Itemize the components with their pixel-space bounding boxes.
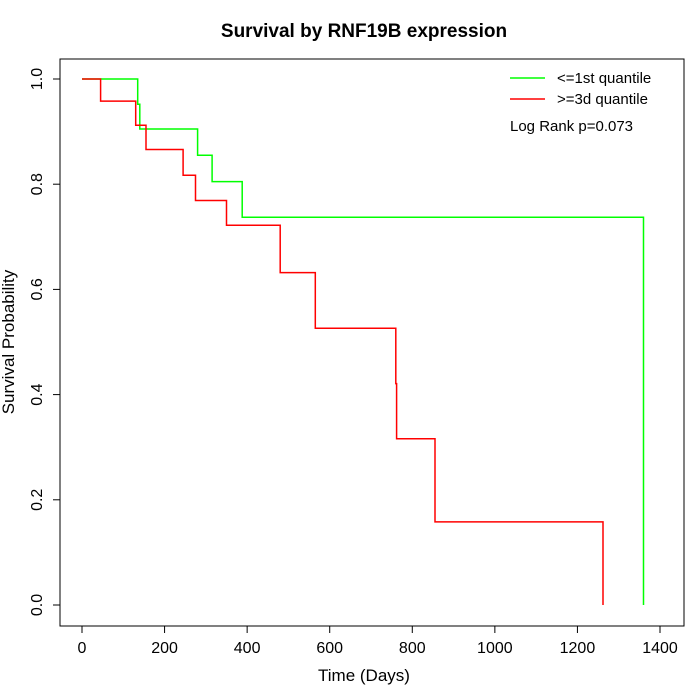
survival-curve-series-2 [82,78,604,605]
y-tick-label: 1.0 [29,68,46,90]
y-tick-label: 0.4 [29,383,46,405]
log-rank-annotation: Log Rank p=0.073 [510,118,633,135]
x-axis-label: Time (Days) [318,666,410,685]
y-tick-label: 0.6 [29,278,46,300]
y-axis: 0.0 0.2 0.4 0.6 0.8 1.0 [29,68,61,616]
legend: <=1st quantile >=3d quantile [510,70,651,108]
x-axis: 0 200 400 600 800 1000 1200 1400 [78,625,678,657]
y-tick-label: 0.2 [29,489,46,511]
y-axis-label: Survival Probability [0,269,18,414]
legend-label-series-2: >=3d quantile [557,91,648,108]
x-tick-label: 0 [78,640,87,657]
legend-label-series-1: <=1st quantile [557,70,651,87]
x-tick-label: 1400 [642,640,678,657]
x-tick-label: 600 [316,640,343,657]
survival-curve-series-1 [82,78,645,605]
x-tick-label: 800 [399,640,426,657]
y-tick-label: 0.8 [29,173,46,195]
plot-frame [59,58,685,627]
survival-curves [82,78,645,605]
y-tick-label: 0.0 [29,594,46,616]
x-tick-label: 1200 [560,640,596,657]
x-tick-label: 1000 [477,640,513,657]
x-tick-label: 400 [234,640,261,657]
x-tick-label: 200 [151,640,178,657]
chart-title: Survival by RNF19B expression [221,21,507,42]
